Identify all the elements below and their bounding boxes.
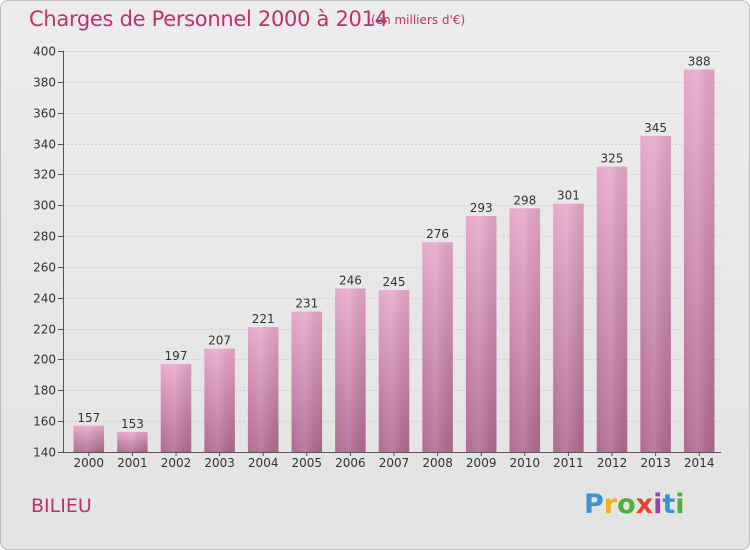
bar-shine [378, 290, 410, 452]
y-tick-label: 400 [33, 45, 56, 59]
data-label: 276 [426, 227, 449, 241]
data-label: 157 [77, 411, 100, 425]
y-tick-label: 240 [33, 292, 56, 306]
data-label-layer: 157 153 197 207 221 231 246 245 276 293 298 301 325 3… [77, 55, 710, 431]
x-tick-label: 2010 [510, 456, 541, 470]
logo-letter: o [617, 489, 636, 520]
data-label: 345 [644, 121, 667, 135]
bar-shine [553, 203, 584, 452]
x-tick-label: 2005 [292, 456, 323, 470]
x-tick-label: 2008 [422, 456, 453, 470]
x-tick-label: 2004 [248, 456, 279, 470]
x-tick-label: 2013 [640, 456, 671, 470]
data-label: 293 [470, 201, 493, 215]
data-label: 245 [383, 275, 406, 289]
y-tick-label: 180 [33, 384, 56, 398]
logo-letter: t [662, 489, 676, 520]
data-label: 207 [208, 334, 231, 348]
data-label: 231 [295, 297, 318, 311]
bar-shine [465, 216, 497, 452]
bar-shine [247, 327, 279, 452]
data-label: 301 [557, 189, 580, 203]
x-tick-label: 2003 [204, 456, 235, 470]
data-label: 246 [339, 274, 362, 288]
y-tick-label: 160 [33, 415, 56, 429]
y-tick-label: 300 [33, 199, 56, 213]
x-tick-label: 2012 [597, 456, 628, 470]
bar-shine [291, 311, 323, 452]
bar-layer [73, 69, 715, 453]
proxiti-logo[interactable]: Proxiti [584, 489, 685, 520]
data-label: 221 [252, 312, 275, 326]
bar-shine [596, 166, 628, 452]
x-tick-label: 2000 [74, 456, 105, 470]
bar-shine [160, 364, 192, 452]
y-tick-label: 380 [33, 76, 56, 90]
axis-layer: 140 160 180 200 220 240 260 280 300 320 340 360 380 4… [33, 45, 721, 470]
y-tick-label: 260 [33, 261, 56, 275]
logo-letter: P [584, 489, 604, 520]
bar-shine [422, 242, 453, 452]
y-tick-label: 140 [33, 446, 56, 460]
y-tick-label: 200 [33, 353, 56, 367]
chart-title: Charges de Personnel 2000 à 2014 [29, 7, 388, 31]
bar-shine [335, 288, 366, 452]
commune-name: BILIEU [31, 495, 92, 517]
data-label: 197 [165, 349, 188, 363]
x-tick-label: 2007 [379, 456, 410, 470]
data-label: 153 [121, 417, 144, 431]
y-tick-label: 280 [33, 230, 56, 244]
x-tick-label: 2002 [161, 456, 192, 470]
bar-shine [204, 348, 235, 452]
chart-subtitle: (en milliers d'€) [371, 13, 466, 27]
y-tick-label: 220 [33, 323, 56, 337]
data-label: 325 [601, 152, 624, 166]
y-tick-label: 360 [33, 107, 56, 121]
x-tick-label: 2011 [553, 456, 584, 470]
data-label: 388 [688, 55, 711, 69]
x-tick-label: 2006 [335, 456, 366, 470]
logo-letter: r [603, 489, 618, 520]
bar-shine [509, 208, 541, 452]
bar-shine [640, 135, 671, 453]
data-label: 298 [513, 193, 536, 207]
logo-letter: i [653, 489, 663, 520]
bar-shine [73, 425, 105, 452]
x-tick-label: 2014 [684, 456, 715, 470]
x-tick-label: 2001 [117, 456, 148, 470]
bar-shine [117, 431, 148, 452]
logo-letter: i [675, 489, 685, 520]
logo-letter: x [635, 489, 654, 520]
bar-shine [683, 69, 715, 452]
y-tick-label: 320 [33, 168, 56, 182]
y-tick-label: 340 [33, 138, 56, 152]
x-tick-label: 2009 [466, 456, 497, 470]
